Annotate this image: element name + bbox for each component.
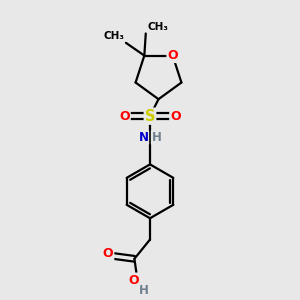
Text: O: O bbox=[103, 247, 113, 260]
Text: CH₃: CH₃ bbox=[103, 32, 124, 41]
Text: O: O bbox=[170, 110, 181, 123]
Text: O: O bbox=[119, 110, 130, 123]
Text: H: H bbox=[139, 284, 148, 297]
Text: S: S bbox=[145, 109, 155, 124]
Text: O: O bbox=[167, 49, 178, 62]
Text: N: N bbox=[139, 131, 148, 144]
Text: O: O bbox=[128, 274, 139, 286]
Text: H: H bbox=[152, 131, 161, 144]
Text: CH₃: CH₃ bbox=[147, 22, 168, 32]
